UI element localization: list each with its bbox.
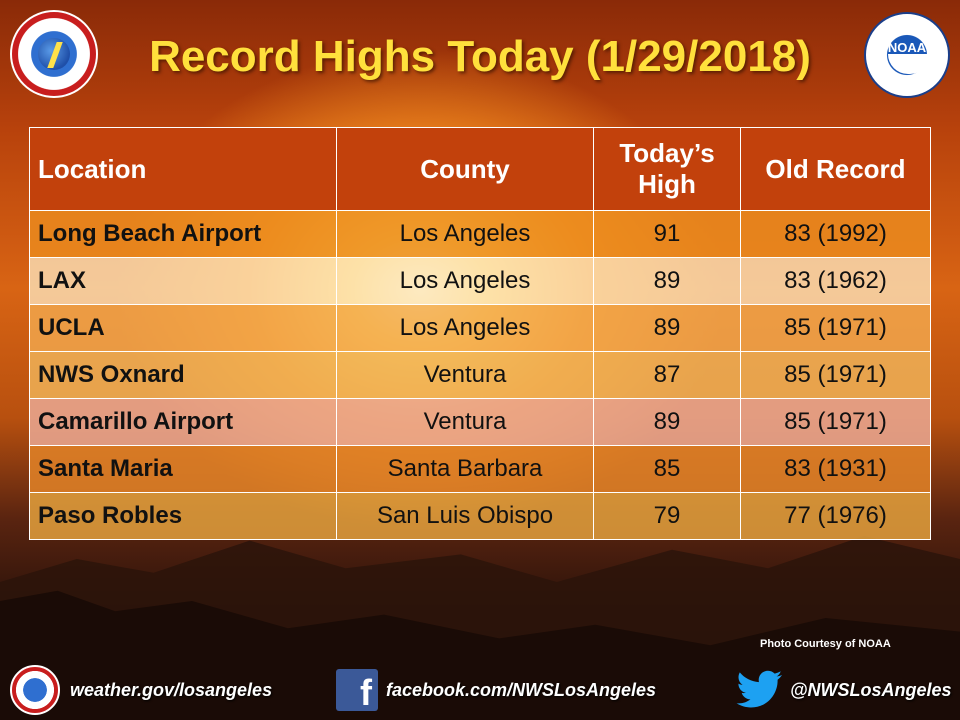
table-row: Paso Robles San Luis Obispo 79 77 (1976) bbox=[29, 492, 931, 540]
table-row: NWS Oxnard Ventura 87 85 (1971) bbox=[29, 351, 931, 399]
photo-credit: Photo Courtesy of NOAA bbox=[760, 638, 891, 650]
cell-old-record: 77 (1976) bbox=[740, 492, 931, 540]
website-link[interactable]: weather.gov/losangeles bbox=[70, 679, 273, 700]
header-county: County bbox=[336, 127, 594, 211]
table-row: Camarillo Airport Ventura 89 85 (1971) bbox=[29, 398, 931, 446]
cell-todays-high: 89 bbox=[593, 304, 741, 352]
cell-location: Long Beach Airport bbox=[29, 210, 337, 258]
cell-location: LAX bbox=[29, 257, 337, 305]
table-row: LAX Los Angeles 89 83 (1962) bbox=[29, 257, 931, 305]
cell-location: Paso Robles bbox=[29, 492, 337, 540]
cell-todays-high: 91 bbox=[593, 210, 741, 258]
cell-old-record: 85 (1971) bbox=[740, 398, 931, 446]
cell-todays-high: 87 bbox=[593, 351, 741, 399]
header-todays-high: Today’s High bbox=[593, 127, 741, 211]
footer-twitter: @NWSLosAngeles bbox=[736, 668, 952, 712]
records-table: Location County Today’s High Old Record … bbox=[29, 127, 931, 540]
twitter-handle[interactable]: @NWSLosAngeles bbox=[790, 679, 952, 700]
noaa-logo: NOAA bbox=[864, 12, 950, 98]
header-location: Location bbox=[29, 127, 337, 211]
cell-county: Los Angeles bbox=[336, 210, 594, 258]
footer-website: weather.gov/losangeles bbox=[10, 665, 273, 715]
cell-location: Camarillo Airport bbox=[29, 398, 337, 446]
cell-location: UCLA bbox=[29, 304, 337, 352]
cell-county: San Luis Obispo bbox=[336, 492, 594, 540]
cell-todays-high: 89 bbox=[593, 257, 741, 305]
cell-county: Ventura bbox=[336, 351, 594, 399]
noaa-logo-text: NOAA bbox=[887, 40, 927, 55]
cell-todays-high: 79 bbox=[593, 492, 741, 540]
page-title: Record Highs Today (1/29/2018) bbox=[149, 32, 811, 81]
footer-facebook: f facebook.com/NWSLosAngeles bbox=[336, 668, 657, 713]
cell-location: NWS Oxnard bbox=[29, 351, 337, 399]
cell-old-record: 83 (1962) bbox=[740, 257, 931, 305]
table-row: Long Beach Airport Los Angeles 91 83 (19… bbox=[29, 210, 931, 258]
table-row: Santa Maria Santa Barbara 85 83 (1931) bbox=[29, 445, 931, 493]
nws-seal-small-icon bbox=[10, 665, 60, 715]
cell-county: Santa Barbara bbox=[336, 445, 594, 493]
cell-old-record: 85 (1971) bbox=[740, 351, 931, 399]
cell-county: Los Angeles bbox=[336, 257, 594, 305]
cell-todays-high: 85 bbox=[593, 445, 741, 493]
cell-old-record: 83 (1992) bbox=[740, 210, 931, 258]
facebook-link[interactable]: facebook.com/NWSLosAngeles bbox=[386, 679, 657, 700]
cell-county: Ventura bbox=[336, 398, 594, 446]
cell-old-record: 83 (1931) bbox=[740, 445, 931, 493]
cell-location: Santa Maria bbox=[29, 445, 337, 493]
table-header-row: Location County Today’s High Old Record bbox=[29, 127, 931, 211]
cell-county: Los Angeles bbox=[336, 304, 594, 352]
nws-seal-logo bbox=[10, 10, 98, 98]
header-old-record: Old Record bbox=[740, 127, 931, 211]
cell-todays-high: 89 bbox=[593, 398, 741, 446]
facebook-icon[interactable]: f bbox=[336, 669, 378, 713]
noaa-gull-icon bbox=[888, 54, 930, 74]
cell-old-record: 85 (1971) bbox=[740, 304, 931, 352]
table-row: UCLA Los Angeles 89 85 (1971) bbox=[29, 304, 931, 352]
twitter-bird-icon[interactable] bbox=[736, 670, 784, 710]
